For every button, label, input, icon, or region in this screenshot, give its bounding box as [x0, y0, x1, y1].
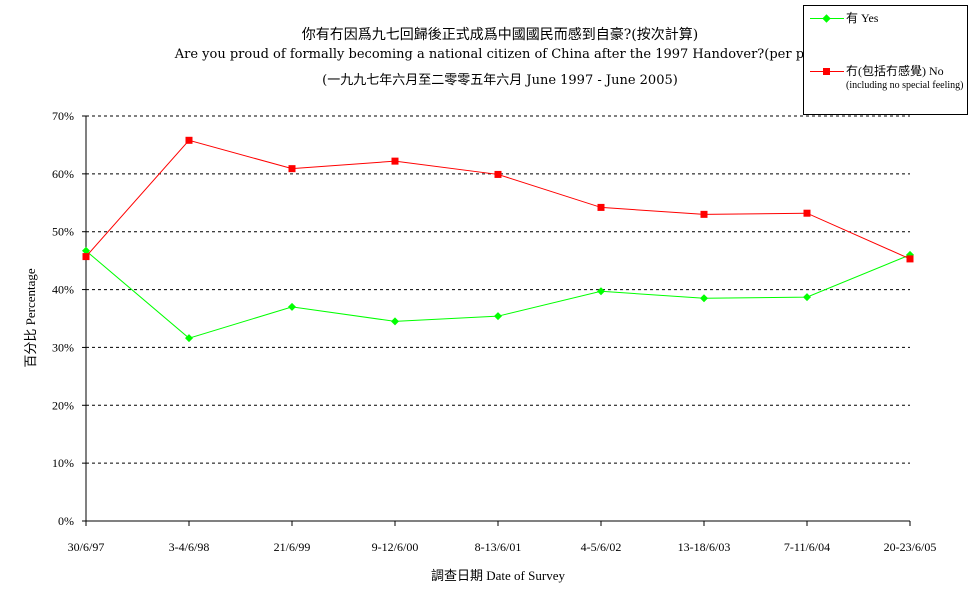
x-tick-label: 30/6/97 [68, 540, 105, 554]
data-point-no [391, 157, 399, 165]
series-line-no [85, 139, 911, 260]
data-point-no [906, 255, 914, 263]
diamond-marker-icon [822, 14, 831, 23]
data-point-yes [494, 312, 502, 321]
y-tick-label: 20% [52, 398, 74, 412]
y-axis-title: 百分比 Percentage [23, 268, 38, 368]
x-tick-label: 8-13/6/01 [475, 540, 522, 554]
chart-subtitle-period: (一九九七年六月至二零零五年六月 June 1997 - June 2005) [322, 73, 678, 88]
y-tick-label: 70% [52, 109, 74, 123]
data-point-yes [700, 294, 708, 303]
x-tick-label: 9-12/6/00 [372, 540, 419, 554]
data-point-yes [185, 334, 193, 343]
data-point-no [700, 210, 708, 218]
data-point-no [288, 165, 296, 173]
data-point-no [82, 253, 90, 261]
x-tick-label: 4-5/6/02 [581, 540, 622, 554]
y-tick-label: 50% [52, 225, 74, 239]
legend-label-yes: 有 Yes [846, 11, 879, 25]
x-tick-label: 20-23/6/05 [884, 540, 937, 554]
legend-label-no-sub: (including no special feeling) [846, 80, 964, 91]
x-tick-label: 3-4/6/98 [169, 540, 210, 554]
chart-title-english: Are you proud of formally becoming a nat… [174, 47, 826, 62]
y-tick-label: 0% [58, 514, 74, 528]
y-tick-label: 10% [52, 456, 74, 470]
legend: 有 Yes 冇(包括冇感覺) No (including no special … [803, 5, 968, 115]
data-point-no [597, 203, 605, 211]
y-tick-label: 30% [52, 340, 74, 354]
chart-title: 你有冇因爲九七回歸後正式成爲中國國民而感到自豪?(按次計算) [301, 27, 699, 43]
series-line-yes [85, 250, 911, 339]
data-point-no [494, 170, 502, 178]
y-tick-label: 40% [52, 283, 74, 297]
x-axis-title: 調查日期 Date of Survey [431, 568, 565, 583]
x-tick-label: 13-18/6/03 [678, 540, 731, 554]
y-tick-label: 60% [52, 167, 74, 181]
x-tick-label: 7-11/6/04 [784, 540, 830, 554]
data-point-yes [597, 287, 605, 296]
data-point-yes [288, 302, 296, 311]
square-marker-icon [823, 68, 830, 75]
data-point-no [185, 136, 193, 144]
legend-label-no: 冇(包括冇感覺) No [846, 64, 944, 78]
x-tick-label: 21/6/99 [274, 540, 311, 554]
data-point-yes [803, 293, 811, 302]
data-point-no [803, 209, 811, 217]
data-point-yes [391, 317, 399, 326]
data-point-yes [82, 246, 90, 255]
